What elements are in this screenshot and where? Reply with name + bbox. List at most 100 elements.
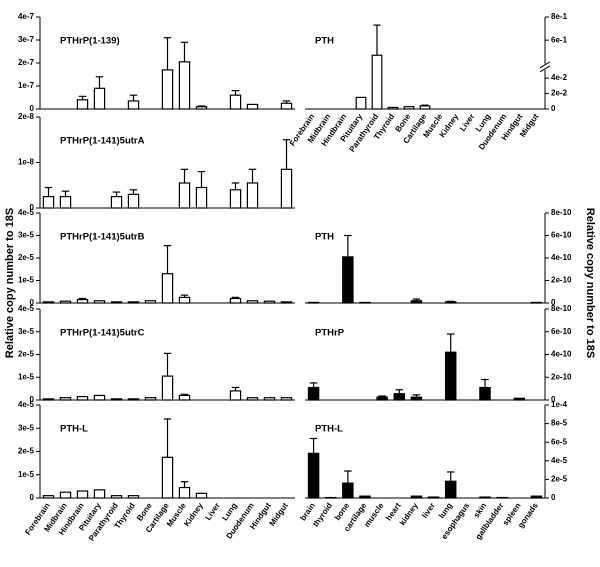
bar bbox=[403, 106, 415, 110]
x-tick-label: kidney bbox=[398, 501, 420, 527]
bar bbox=[229, 297, 242, 304]
y-tick-label: 4e-5 bbox=[18, 400, 35, 409]
bar bbox=[161, 69, 174, 110]
bar bbox=[127, 100, 140, 110]
y-tick-label: 1e-4 bbox=[551, 400, 568, 409]
bar bbox=[110, 196, 123, 209]
y-tick-label: 8e-10 bbox=[551, 304, 572, 313]
bar bbox=[76, 490, 89, 499]
axis-break-gap bbox=[539, 63, 551, 70]
bar bbox=[280, 102, 293, 110]
error-bar bbox=[78, 95, 87, 100]
bar bbox=[59, 397, 72, 401]
y-tick-label: 4e-10 bbox=[551, 350, 572, 359]
bar bbox=[127, 193, 140, 209]
y-tick-label: 6e-1 bbox=[551, 35, 568, 44]
x-tick-label: Liver bbox=[204, 501, 222, 522]
x-tick-label: liver bbox=[420, 501, 437, 520]
y-tick-label: 3e-5 bbox=[18, 423, 35, 432]
bar bbox=[42, 398, 55, 401]
error-bar bbox=[412, 298, 421, 301]
error-bar bbox=[378, 395, 386, 398]
bar bbox=[195, 492, 208, 499]
bar bbox=[410, 495, 423, 499]
bar bbox=[110, 301, 123, 304]
y-tick-label: 1e-5 bbox=[18, 470, 35, 479]
y-tick-label: 3e-5 bbox=[18, 231, 35, 240]
bar bbox=[342, 482, 354, 499]
error-bar bbox=[395, 389, 404, 394]
error-bar bbox=[248, 168, 257, 183]
bar bbox=[144, 397, 157, 401]
bar bbox=[42, 301, 55, 304]
bar bbox=[530, 301, 543, 304]
bar bbox=[479, 496, 491, 499]
bar bbox=[195, 186, 208, 209]
bar bbox=[444, 301, 457, 304]
bar bbox=[376, 396, 388, 401]
bar bbox=[178, 296, 191, 304]
error-bar bbox=[180, 481, 189, 488]
panel-title: PTH bbox=[315, 232, 334, 243]
bar bbox=[127, 495, 140, 499]
y-tick-label: 0 bbox=[30, 104, 35, 113]
error-bar bbox=[412, 394, 421, 398]
bar bbox=[359, 495, 371, 499]
error-bar bbox=[180, 393, 189, 396]
axis-break-mark bbox=[539, 65, 551, 73]
bar bbox=[178, 61, 191, 110]
bar bbox=[479, 386, 491, 401]
error-bar bbox=[309, 382, 318, 388]
y-tick-label: 8e-10 bbox=[551, 208, 572, 217]
panel-title: PTH bbox=[315, 36, 334, 47]
bar bbox=[393, 393, 406, 401]
bar bbox=[410, 300, 423, 304]
bar bbox=[246, 397, 259, 401]
bar bbox=[178, 486, 191, 499]
bar bbox=[93, 300, 106, 304]
y-tick-label: 0 bbox=[551, 104, 556, 113]
bar bbox=[280, 301, 293, 304]
panel-title: PTH-L bbox=[315, 424, 343, 435]
error-bar bbox=[129, 189, 138, 195]
bar bbox=[161, 375, 174, 401]
y-tick-label: 1e-5 bbox=[18, 372, 35, 381]
y-tick-label: 6e-10 bbox=[551, 327, 572, 336]
error-bar bbox=[163, 418, 172, 458]
bar bbox=[144, 300, 157, 304]
bar bbox=[42, 495, 55, 499]
bar bbox=[280, 397, 293, 401]
bar bbox=[110, 495, 123, 499]
error-bar bbox=[197, 171, 206, 188]
error-bar bbox=[44, 186, 53, 197]
y-tick-label: 0 bbox=[551, 298, 556, 307]
error-bar bbox=[373, 24, 381, 56]
panel-title: PTHrP(1-139) bbox=[60, 36, 120, 47]
bar bbox=[419, 105, 431, 110]
bar bbox=[178, 394, 191, 401]
error-bar bbox=[481, 378, 489, 388]
error-bar bbox=[231, 386, 240, 391]
bar bbox=[229, 189, 242, 209]
y-tick-label: 4e-2 bbox=[551, 73, 568, 82]
panel-title: PTHrP(1-141)5utrB bbox=[60, 232, 145, 243]
bar bbox=[229, 94, 242, 110]
bar bbox=[371, 54, 383, 110]
bar bbox=[513, 397, 526, 401]
panel-title: PTHrP bbox=[315, 328, 345, 339]
error-bar bbox=[282, 100, 291, 104]
y-tick-label: 2e-10 bbox=[551, 372, 572, 381]
bar bbox=[263, 300, 276, 304]
bar bbox=[387, 106, 399, 110]
bar bbox=[246, 103, 259, 110]
bar bbox=[93, 87, 106, 110]
error-bar bbox=[446, 300, 455, 302]
y-tick-label: 8e-1 bbox=[551, 12, 568, 21]
y-tick-label: 0 bbox=[30, 395, 35, 404]
bar bbox=[127, 398, 140, 401]
error-bar bbox=[180, 168, 189, 183]
bar bbox=[427, 496, 440, 499]
error-bar bbox=[180, 41, 189, 62]
y-tick-label: 1e-7 bbox=[18, 81, 35, 90]
